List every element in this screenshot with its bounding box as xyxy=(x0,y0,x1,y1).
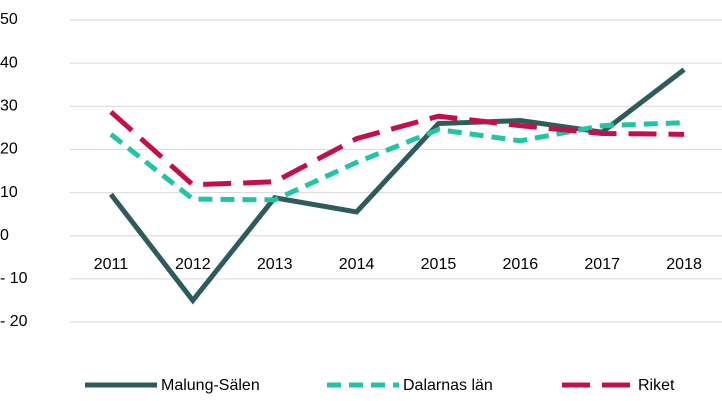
x-tick-label: 2018 xyxy=(666,256,702,273)
y-tick-label: 40 xyxy=(0,54,18,71)
y-tick-label: 30 xyxy=(0,98,18,115)
legend-label: Dalarnas län xyxy=(403,377,493,394)
y-tick-label: 0 xyxy=(0,227,9,244)
x-tick-label: 2014 xyxy=(339,256,375,273)
y-tick-label: - 10 xyxy=(0,270,28,287)
series-line xyxy=(109,110,685,188)
y-tick-label: 20 xyxy=(0,141,18,158)
x-tick-label: 2011 xyxy=(94,256,129,273)
x-tick-label: 2013 xyxy=(257,256,293,273)
x-tick-label: 2015 xyxy=(421,256,457,273)
legend-label: Riket xyxy=(638,377,675,394)
series-line xyxy=(109,120,685,203)
y-tick-label: 10 xyxy=(0,184,18,201)
legend-label: Malung-Sälen xyxy=(161,377,260,394)
x-tick-label: 2016 xyxy=(503,256,539,273)
y-tick-label: - 20 xyxy=(0,313,28,330)
x-tick-label: 2012 xyxy=(175,256,211,273)
y-tick-label: 50 xyxy=(0,11,18,28)
x-tick-label: 2017 xyxy=(584,256,620,273)
